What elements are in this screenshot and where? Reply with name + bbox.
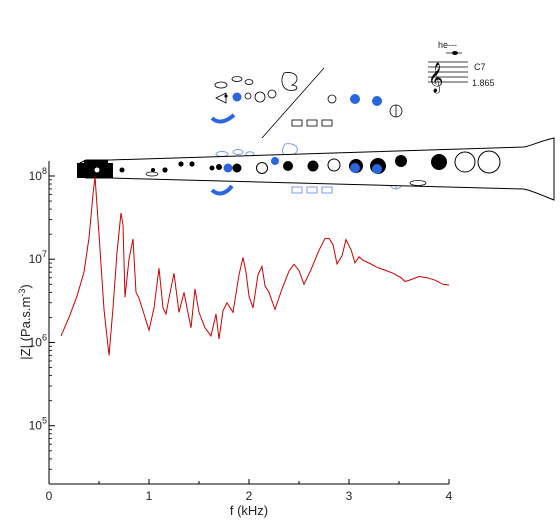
upper-key-dots	[210, 92, 382, 124]
x-ticks: 0 1 2 3 4	[46, 479, 453, 503]
x-axis-title: f (kHz)	[230, 503, 268, 518]
x-tick-label: 2	[246, 489, 253, 503]
y-axis-title: |Z| (Pa.s.m-3)	[17, 284, 33, 359]
x-tick-label: 1	[146, 489, 153, 503]
impedance-curve	[60, 176, 450, 356]
note-frequency: 1.865	[472, 78, 495, 88]
y-tick-label: 107	[29, 249, 47, 266]
y-tick-label: 106	[29, 332, 47, 349]
note-head	[452, 51, 458, 55]
treble-clef-icon: 𝄞	[428, 62, 443, 94]
y-tick-label: 108	[29, 166, 47, 183]
x-tick-label: 4	[446, 489, 453, 503]
dynamic-mark: he---	[438, 40, 457, 50]
plot-axes: 0 1 2 3 4 105 106 107 108	[29, 161, 453, 503]
y-axis-title-end: )	[18, 284, 33, 288]
x-tick-label: 0	[46, 489, 53, 503]
upper-key-diagram	[214, 67, 403, 139]
note-name: C7	[474, 62, 486, 72]
y-tick-label: 105	[29, 416, 47, 433]
y-axis-title-base: |Z| (Pa.s.m	[18, 297, 33, 360]
staff-lines	[428, 52, 468, 83]
x-tick-label: 3	[346, 489, 353, 503]
note-annotation: 𝄞 he--- C7 1.865	[428, 40, 495, 94]
y-ticks: 105 106 107 108	[29, 166, 55, 485]
clarinet-diagram-icon	[77, 67, 555, 201]
y-axis-title-exp: -3	[17, 289, 27, 297]
clarinet-body	[77, 137, 555, 201]
